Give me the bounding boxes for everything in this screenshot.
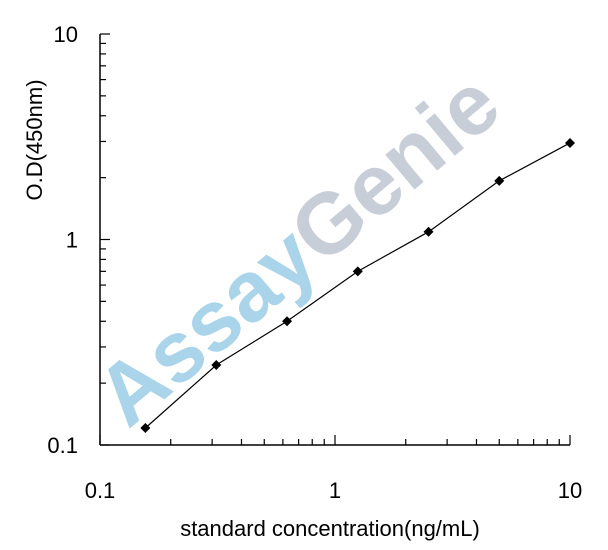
watermark-part-assay: Assay — [79, 208, 335, 445]
y-axis-title: O.D(450nm) — [22, 79, 47, 200]
y-axis-ticks — [100, 33, 110, 446]
y-axis-tick-labels: 0.1 1 10 — [47, 22, 78, 458]
x-tick-label: 0.1 — [85, 478, 116, 503]
watermark-text: AssayGenie — [79, 54, 518, 444]
x-tick-label: 1 — [329, 478, 341, 503]
data-point-marker — [423, 226, 434, 237]
data-point-marker — [282, 316, 293, 327]
x-axis-tick-labels: 0.1 1 10 — [85, 478, 583, 503]
y-tick-label: 1 — [66, 228, 78, 253]
y-tick-label: 10 — [54, 22, 78, 47]
data-point-marker — [494, 175, 505, 186]
x-axis-title: standard concentration(ng/mL) — [180, 516, 480, 541]
x-tick-label: 10 — [558, 478, 582, 503]
data-point-marker — [211, 360, 222, 371]
data-point-marker — [565, 137, 575, 148]
data-point-marker — [352, 266, 363, 277]
y-tick-label: 0.1 — [47, 433, 78, 458]
x-axis-ticks — [99, 435, 571, 445]
watermark-part-genie: Genie — [273, 54, 518, 281]
data-point-marker — [140, 422, 151, 433]
watermark: AssayGenie — [79, 54, 518, 444]
series — [140, 137, 575, 433]
